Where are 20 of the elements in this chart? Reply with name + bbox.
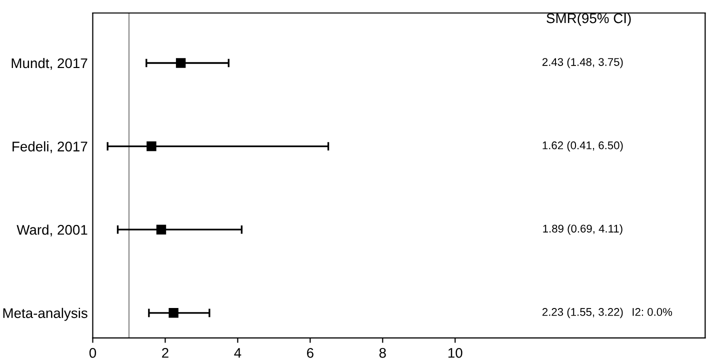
y-tick-label: Fedeli, 2017 — [12, 141, 88, 154]
annotation: I2: 0.0% — [632, 308, 672, 316]
annotation: 1.89 (0.69, 4.11) — [543, 224, 622, 235]
y-tick-label: Mundt, 2017 — [12, 58, 88, 70]
point — [176, 58, 186, 68]
x-tick-label: 0 — [89, 348, 96, 358]
y-tick-label: Ward, 2001 — [16, 224, 88, 236]
y-tick-label: Meta-analysis — [3, 308, 88, 321]
annotation: SMR(95% CI) — [546, 12, 631, 26]
x-tick-label: 10 — [448, 348, 462, 358]
point — [156, 224, 166, 234]
annotation: 1.62 (0.41, 6.50) — [542, 141, 623, 152]
annotation: 2.43 (1.48, 3.75) — [542, 58, 623, 68]
x-tick-label: 6 — [307, 348, 314, 358]
point — [146, 141, 156, 152]
x-tick-label: 8 — [379, 348, 386, 358]
annotation: 2.23 (1.55, 3.22) — [542, 308, 623, 318]
point — [168, 308, 178, 318]
x-tick-label: 2 — [162, 348, 168, 358]
x-tick-label: 4 — [234, 348, 242, 358]
